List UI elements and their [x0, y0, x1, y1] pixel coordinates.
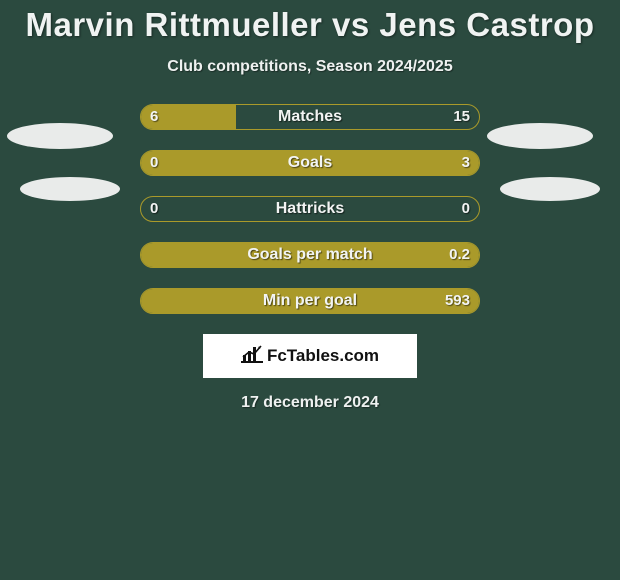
stat-value-right: 3: [462, 150, 470, 176]
stat-value-left: 6: [150, 104, 158, 130]
stat-value-right: 15: [453, 104, 470, 130]
stat-value-right: 0.2: [449, 242, 470, 268]
bar-right-fill: [141, 151, 479, 175]
brand-badge: FcTables.com: [203, 334, 417, 378]
date-text: 17 december 2024: [0, 394, 620, 412]
stat-row: 0.2Goals per match: [0, 242, 620, 268]
stat-row: 03Goals: [0, 150, 620, 176]
stat-row: 00Hattricks: [0, 196, 620, 222]
stat-value-right: 593: [445, 288, 470, 314]
bar-right-fill: [141, 243, 479, 267]
avatar-placeholder: [487, 123, 593, 149]
stat-value-left: 0: [150, 150, 158, 176]
stat-value-right: 0: [462, 196, 470, 222]
avatar-placeholder: [500, 177, 600, 201]
bar-track: [140, 104, 480, 130]
chart-icon: [241, 345, 263, 368]
bar-track: [140, 150, 480, 176]
subtitle: Club competitions, Season 2024/2025: [0, 58, 620, 76]
bar-track: [140, 288, 480, 314]
bar-track: [140, 242, 480, 268]
bar-right-fill: [141, 289, 479, 313]
page-title: Marvin Rittmueller vs Jens Castrop: [0, 0, 620, 44]
stat-row: 593Min per goal: [0, 288, 620, 314]
brand-text: FcTables.com: [267, 346, 379, 366]
avatar-placeholder: [20, 177, 120, 201]
avatar-placeholder: [7, 123, 113, 149]
bar-track: [140, 196, 480, 222]
stat-value-left: 0: [150, 196, 158, 222]
